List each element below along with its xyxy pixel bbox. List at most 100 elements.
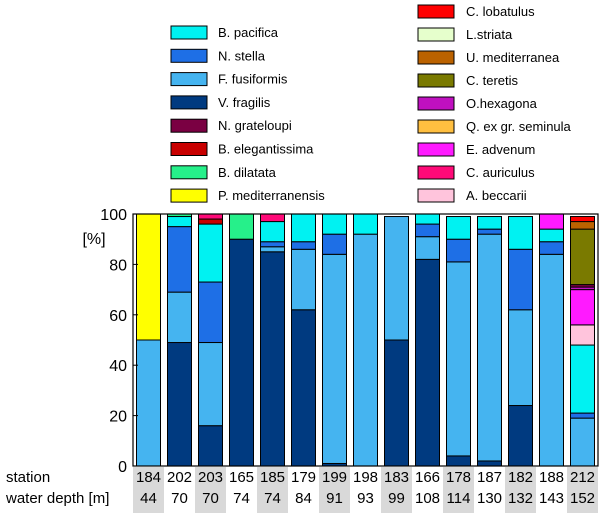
bar-segment-f-fusiformis-179 xyxy=(291,248,316,311)
bar-segment-n-stella-178 xyxy=(446,238,471,263)
bar-segment-n-stella-179 xyxy=(291,241,316,250)
depth-label: 70 xyxy=(202,490,219,507)
bar-segment-f-fusiformis-187 xyxy=(477,233,502,462)
y-tick-label: 60 xyxy=(109,308,127,325)
legend-label-c-teretis: C. teretis xyxy=(466,73,519,88)
bar-segment-v-fragilis-187 xyxy=(477,460,502,467)
y-tick-label: 40 xyxy=(109,358,127,375)
bar-segment-f-fusiformis-188 xyxy=(539,253,564,467)
depth-label: 99 xyxy=(388,490,405,507)
bar-segment-f-fusiformis-178 xyxy=(446,261,471,457)
column-shade xyxy=(381,467,412,513)
station-row-label: station xyxy=(6,469,50,486)
legend-swatch-a-beccarii xyxy=(417,188,455,203)
bar-segment-n-stella-202 xyxy=(167,226,192,293)
bar-segment-b-pacifica-188 xyxy=(539,228,564,243)
bar-segment-n-stella-185 xyxy=(260,241,285,248)
legend-swatch-q-ex-gr-seminula xyxy=(417,119,455,134)
legend-swatch-e-advenum xyxy=(417,142,455,157)
station-label: 212 xyxy=(570,469,595,486)
legend-label-u-mediterranea: U. mediterranea xyxy=(466,50,560,65)
legend-swatch-o-hexagona xyxy=(417,96,455,111)
bar-segment-n-stella-187 xyxy=(477,228,502,235)
legend-label-l-striata: L.striata xyxy=(466,27,513,42)
station-label: 188 xyxy=(539,469,564,486)
legend-label-q-ex-gr-seminula: Q. ex gr. seminula xyxy=(466,119,572,134)
legend-label-o-hexagona: O.hexagona xyxy=(466,96,538,111)
legend: B. pacifica N. stella F. fusiformis V. frag… xyxy=(170,4,572,203)
legend-label-e-advenum: E. advenum xyxy=(466,142,535,157)
legend-label-b-pacifica: B. pacifica xyxy=(218,25,279,40)
bar-segment-n-stella-188 xyxy=(539,241,564,255)
legend-swatch-b-dilatata xyxy=(170,165,208,180)
bar-segment-v-fragilis-178 xyxy=(446,455,471,467)
column-shade xyxy=(505,467,536,513)
station-label: 178 xyxy=(446,469,471,486)
bar-segment-v-fragilis-183 xyxy=(384,339,409,467)
bar-segment-c-auriculus-203 xyxy=(198,213,223,220)
y-tick-label: 100 xyxy=(100,207,127,224)
bar-segment-c-teretis-212 xyxy=(570,228,595,286)
bar-segment-f-fusiformis-166 xyxy=(415,236,440,260)
bar-segment-b-pacifica-199 xyxy=(322,213,347,235)
bar-segment-e-advenum-212 xyxy=(570,289,595,326)
bar-segment-v-fragilis-179 xyxy=(291,309,316,467)
bar-segment-f-fusiformis-182 xyxy=(508,309,533,407)
bar-segment-f-fusiformis-199 xyxy=(322,253,347,464)
station-label: 165 xyxy=(229,469,254,486)
legend-label-c-auriculus: C. auriculus xyxy=(466,165,535,180)
depth-label: 70 xyxy=(171,490,188,507)
bar-segment-f-fusiformis-185 xyxy=(260,246,285,253)
bar-segment-a-beccarii-212 xyxy=(570,324,595,346)
bar-segment-f-fusiformis-183 xyxy=(384,216,409,341)
y-axis-label: [%] xyxy=(82,231,105,248)
bar-segment-b-pacifica-212 xyxy=(570,344,595,414)
depth-row-label: water depth [m] xyxy=(5,490,109,507)
legend-label-a-beccarii: A. beccarii xyxy=(466,188,527,203)
bar-segment-f-fusiformis-212 xyxy=(570,417,595,467)
column-shade xyxy=(319,467,350,513)
bar-segment-p-mediterranensis-184 xyxy=(136,213,161,341)
plot-frame xyxy=(132,213,599,467)
bar-segment-b-dilatata-165 xyxy=(229,213,254,240)
legend-swatch-v-fragilis xyxy=(170,95,208,110)
bar-segment-v-fragilis-203 xyxy=(198,425,223,467)
depth-label: 152 xyxy=(570,490,595,507)
station-label: 187 xyxy=(477,469,502,486)
bar-segment-b-pacifica-202 xyxy=(167,216,192,228)
station-label: 183 xyxy=(384,469,409,486)
bar-segment-n-stella-199 xyxy=(322,233,347,255)
bar-segment-f-fusiformis-198 xyxy=(353,233,378,467)
bar-segment-b-pacifica-179 xyxy=(291,213,316,243)
station-label: 198 xyxy=(353,469,378,486)
y-tick-label: 0 xyxy=(118,459,127,476)
legend-swatch-n-stella xyxy=(170,48,208,63)
station-label: 182 xyxy=(508,469,533,486)
bar-segment-f-fusiformis-203 xyxy=(198,342,223,427)
bar-segment-n-stella-182 xyxy=(508,248,533,311)
legend-label-c-lobatulus: C. lobatulus xyxy=(466,4,535,19)
depth-label: 130 xyxy=(477,490,502,507)
bar-segment-b-pacifica-185 xyxy=(260,221,285,243)
bar-segment-v-fragilis-185 xyxy=(260,251,285,467)
y-tick-label: 80 xyxy=(109,257,127,274)
bar-segment-b-pacifica-187 xyxy=(477,216,502,230)
bar-segment-n-stella-166 xyxy=(415,223,440,238)
bar-segment-v-fragilis-182 xyxy=(508,405,533,467)
column-shade xyxy=(133,467,164,513)
bar-segment-c-auriculus-185 xyxy=(260,213,285,223)
column-shade xyxy=(567,467,598,513)
legend-swatch-n-grateloupi xyxy=(170,118,208,133)
depth-label: 74 xyxy=(264,490,281,507)
station-label: 203 xyxy=(198,469,223,486)
station-label: 166 xyxy=(415,469,440,486)
bar-segment-v-fragilis-166 xyxy=(415,258,440,467)
bar-segment-v-fragilis-202 xyxy=(167,342,192,467)
depth-label: 108 xyxy=(415,490,440,507)
legend-label-n-stella: N. stella xyxy=(218,48,266,63)
bar-segment-b-pacifica-178 xyxy=(446,216,471,240)
depth-label: 74 xyxy=(233,490,250,507)
depth-label: 132 xyxy=(508,490,533,507)
bar-segment-n-stella-212 xyxy=(570,412,595,419)
